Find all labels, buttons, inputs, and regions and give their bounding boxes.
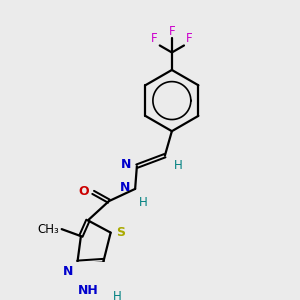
Text: NH: NH bbox=[78, 284, 98, 297]
Text: F: F bbox=[152, 32, 158, 45]
Text: H: H bbox=[139, 196, 147, 209]
Text: H: H bbox=[112, 290, 121, 300]
Text: F: F bbox=[169, 25, 175, 38]
Text: F: F bbox=[186, 32, 192, 45]
Text: H: H bbox=[174, 159, 182, 172]
Text: N: N bbox=[121, 158, 132, 171]
Text: N: N bbox=[119, 181, 130, 194]
Text: O: O bbox=[78, 185, 89, 198]
Text: N: N bbox=[63, 265, 73, 278]
Text: CH₃: CH₃ bbox=[37, 223, 59, 236]
Text: S: S bbox=[116, 226, 125, 239]
